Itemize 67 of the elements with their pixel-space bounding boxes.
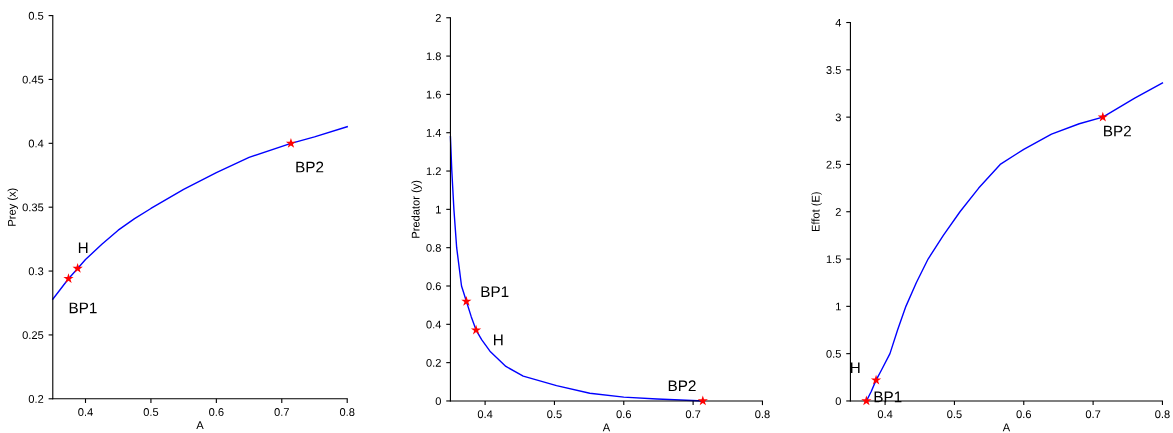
point [1097, 111, 1108, 122]
annotation: BP2 [296, 161, 324, 173]
annotation: H [78, 242, 88, 254]
annotation: BP2 [1104, 125, 1131, 137]
y-tick-label: 0 [435, 397, 441, 406]
annotation: BP2 [668, 380, 696, 392]
x-tick-label: 0.5 [947, 410, 962, 419]
y-tick-label: 1.8 [426, 52, 441, 61]
annotation: H [850, 362, 860, 373]
x-tick-label: 0.6 [209, 408, 224, 416]
annotation: BP1 [69, 302, 97, 314]
x-tick-label: 0.4 [78, 408, 93, 416]
point [861, 395, 872, 406]
annotation: BP1 [874, 391, 902, 403]
y-axis-title: Effot (E) [811, 192, 822, 232]
annotation: H [494, 334, 503, 346]
y-tick-label: 0.3 [28, 267, 44, 276]
y-tick-label: 0.5 [28, 11, 44, 20]
annotation: BP1 [481, 286, 509, 297]
y-tick-label: 1 [836, 302, 841, 311]
point [72, 263, 83, 273]
x-tick-label: 0.4 [477, 410, 493, 419]
x-axis-title: A [1002, 423, 1011, 432]
y-tick-label: 0.45 [22, 75, 44, 84]
y-tick-label: 1.5 [826, 255, 841, 264]
y-tick-label: 3 [835, 113, 841, 122]
y-axis-title: Predator (y) [411, 180, 422, 238]
y-tick-label: 0.2 [28, 395, 44, 403]
x-tick-label: 0.7 [274, 408, 289, 416]
y-tick-label: 0.5 [826, 349, 841, 358]
y-tick-label: 0.4 [28, 139, 44, 148]
point [870, 374, 882, 385]
y-tick-label: 0.4 [426, 320, 442, 329]
y-tick-label: 1.2 [426, 167, 441, 176]
y-tick-label: 0.2 [426, 358, 441, 367]
y-tick-label: 1.6 [426, 90, 441, 99]
point [285, 137, 297, 148]
y-tick-label: 0.35 [22, 203, 44, 212]
point [697, 395, 708, 406]
x-tick-label: 0.5 [143, 408, 159, 416]
x-tick-label: 0.8 [1155, 410, 1170, 419]
x-tick-label: 0.7 [1085, 410, 1101, 419]
point [63, 273, 74, 284]
y-tick-label: 4 [835, 18, 842, 27]
y-tick-label: 1 [436, 205, 441, 214]
x-tick-label: 0.8 [339, 408, 355, 416]
y-tick-label: 0 [835, 397, 841, 406]
x-axis-title: A [196, 421, 204, 430]
y-tick-label: 2 [435, 14, 441, 22]
x-tick-label: 0.5 [547, 410, 562, 419]
y-axis-title: Prey (x) [7, 188, 18, 226]
x-tick-label: 0.6 [1016, 410, 1031, 419]
x-tick-label: 0.8 [755, 410, 770, 419]
y-tick-label: 2 [835, 208, 841, 216]
y-tick-label: 1.4 [426, 129, 442, 137]
y-tick-label: 0.8 [426, 243, 441, 252]
line-series [52, 126, 348, 300]
y-tick-label: 0.6 [426, 282, 441, 291]
x-tick-label: 0.4 [877, 410, 893, 419]
y-tick-label: 2.5 [826, 160, 841, 169]
y-tick-label: 0.25 [22, 331, 44, 340]
x-tick-label: 0.7 [685, 410, 701, 419]
point [470, 324, 482, 335]
x-axis-title: A [602, 423, 611, 432]
x-tick-label: 0.6 [616, 410, 632, 419]
y-tick-label: 3.5 [826, 66, 841, 74]
point [461, 295, 472, 306]
